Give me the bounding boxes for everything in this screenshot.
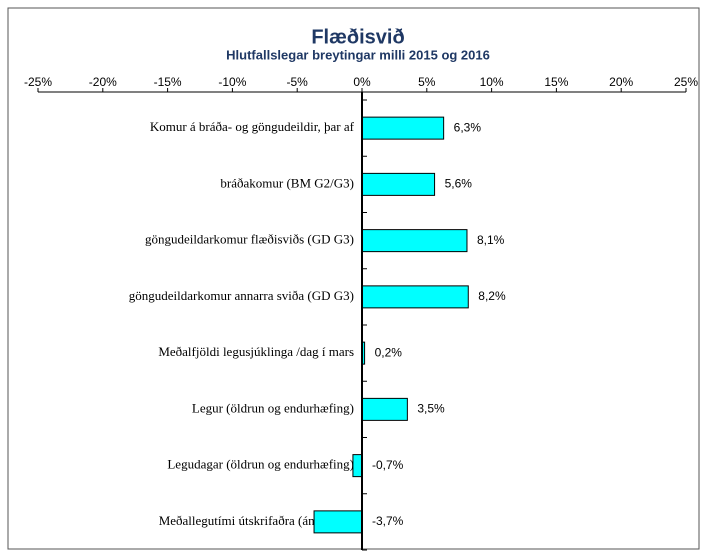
bar — [352, 454, 363, 478]
x-tick-label: -10% — [218, 75, 246, 89]
value-label: 6,3% — [454, 120, 482, 134]
x-tick-label: -15% — [154, 75, 182, 89]
bar — [361, 397, 408, 421]
x-tick-label: 10% — [480, 75, 504, 89]
x-tick-label: -20% — [89, 75, 117, 89]
chart-title: Flæðisvið — [311, 26, 404, 48]
bar — [313, 510, 363, 534]
value-label: -3,7% — [372, 514, 404, 528]
category-label: Meðalfjöldi legusjúklinga /dag í mars — [158, 344, 354, 359]
category-label: Meðallegutími útskrifaðra (án útlaga) — [159, 513, 354, 528]
x-tick-label: 25% — [674, 75, 698, 89]
category-label: göngudeildarkomur annarra sviða (GD G3) — [129, 288, 354, 303]
bar — [361, 116, 445, 140]
category-label: Legur (öldrun og endurhæfing) — [192, 400, 354, 415]
x-tick-label: -5% — [287, 75, 309, 89]
category-label: göngudeildarkomur flæðisviðs (GD G3) — [145, 232, 354, 247]
bar — [361, 172, 436, 196]
value-label: 5,6% — [445, 177, 473, 191]
x-tick-label: 0% — [353, 75, 371, 89]
value-label: 8,2% — [478, 289, 506, 303]
x-tick-label: -25% — [24, 75, 52, 89]
x-tick-label: 5% — [418, 75, 436, 89]
value-label: -0,7% — [372, 458, 404, 472]
chart-subtitle: Hlutfallslegar breytingar milli 2015 og … — [226, 47, 490, 62]
x-tick-label: 15% — [544, 75, 568, 89]
x-tick-label: 20% — [609, 75, 633, 89]
category-label: Komur á bráða- og göngudeildir, þar af — [150, 119, 355, 134]
category-label: bráðakomur (BM G2/G3) — [220, 175, 354, 190]
bar — [361, 229, 468, 253]
bar — [361, 285, 469, 309]
value-label: 3,5% — [417, 402, 445, 416]
value-label: 8,1% — [477, 233, 505, 247]
category-label: Legudagar (öldrun og endurhæfing) — [167, 457, 354, 472]
value-label: 0,2% — [375, 345, 403, 359]
